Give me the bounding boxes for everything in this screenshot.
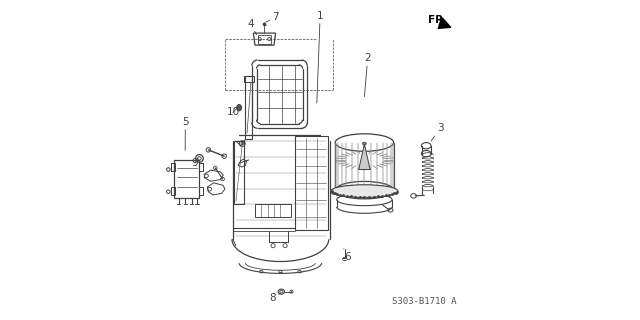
Ellipse shape	[362, 142, 366, 145]
Bar	[257, 35, 271, 44]
Bar	[244, 76, 254, 82]
Ellipse shape	[263, 23, 266, 26]
Bar	[255, 204, 291, 217]
Text: 1: 1	[317, 11, 323, 103]
Ellipse shape	[342, 257, 347, 260]
Text: 2: 2	[364, 53, 371, 97]
Text: 8: 8	[269, 293, 280, 303]
Bar	[294, 136, 328, 230]
Text: FR.: FR.	[428, 15, 447, 25]
Polygon shape	[358, 144, 370, 170]
Bar	[199, 187, 203, 195]
Text: 5: 5	[182, 117, 189, 150]
Text: 4: 4	[247, 19, 257, 35]
Bar	[171, 163, 175, 171]
Bar	[174, 160, 200, 198]
Ellipse shape	[237, 105, 241, 111]
Bar	[199, 163, 203, 171]
Text: 10: 10	[227, 108, 239, 117]
FancyArrowPatch shape	[438, 18, 451, 28]
Ellipse shape	[331, 185, 398, 197]
Bar	[171, 187, 175, 195]
Text: 7: 7	[266, 12, 279, 22]
Bar	[246, 76, 252, 140]
Text: 9: 9	[191, 158, 198, 168]
Text: S303-B1710 A: S303-B1710 A	[392, 297, 457, 306]
Text: 3: 3	[431, 123, 444, 141]
Bar	[234, 141, 244, 204]
Text: 6: 6	[344, 249, 351, 262]
